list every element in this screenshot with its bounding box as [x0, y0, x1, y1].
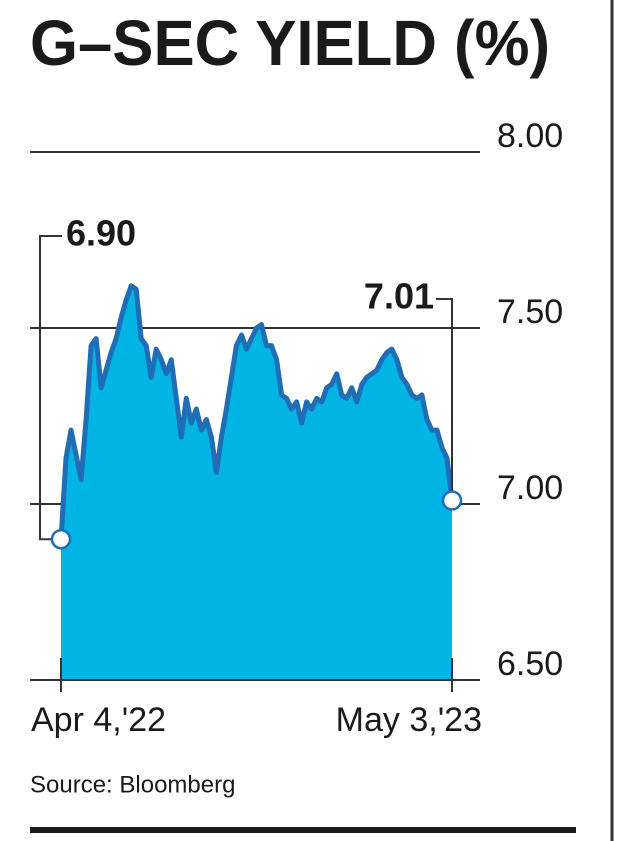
- y-tick-label: 7.00: [497, 469, 563, 507]
- y-tick-label: 8.00: [497, 117, 563, 155]
- end-point: [441, 490, 463, 511]
- x-tick-label: May 3,'23: [336, 701, 482, 739]
- y-tick-label: 7.50: [497, 293, 563, 331]
- line: [58, 283, 455, 540]
- y-tick-label: 6.50: [497, 645, 563, 683]
- annotation-bracket: [436, 298, 453, 501]
- chart-title: G–SEC YIELD (%): [30, 7, 550, 79]
- value-label: 6.90: [66, 213, 136, 254]
- x-tick-label: Apr 4,'22: [31, 701, 166, 739]
- annotation-bracket: [39, 235, 62, 541]
- value-label: 7.01: [364, 276, 434, 317]
- source: Source: Bloomberg: [30, 771, 235, 798]
- area: [61, 285, 452, 680]
- end-point: [50, 528, 72, 550]
